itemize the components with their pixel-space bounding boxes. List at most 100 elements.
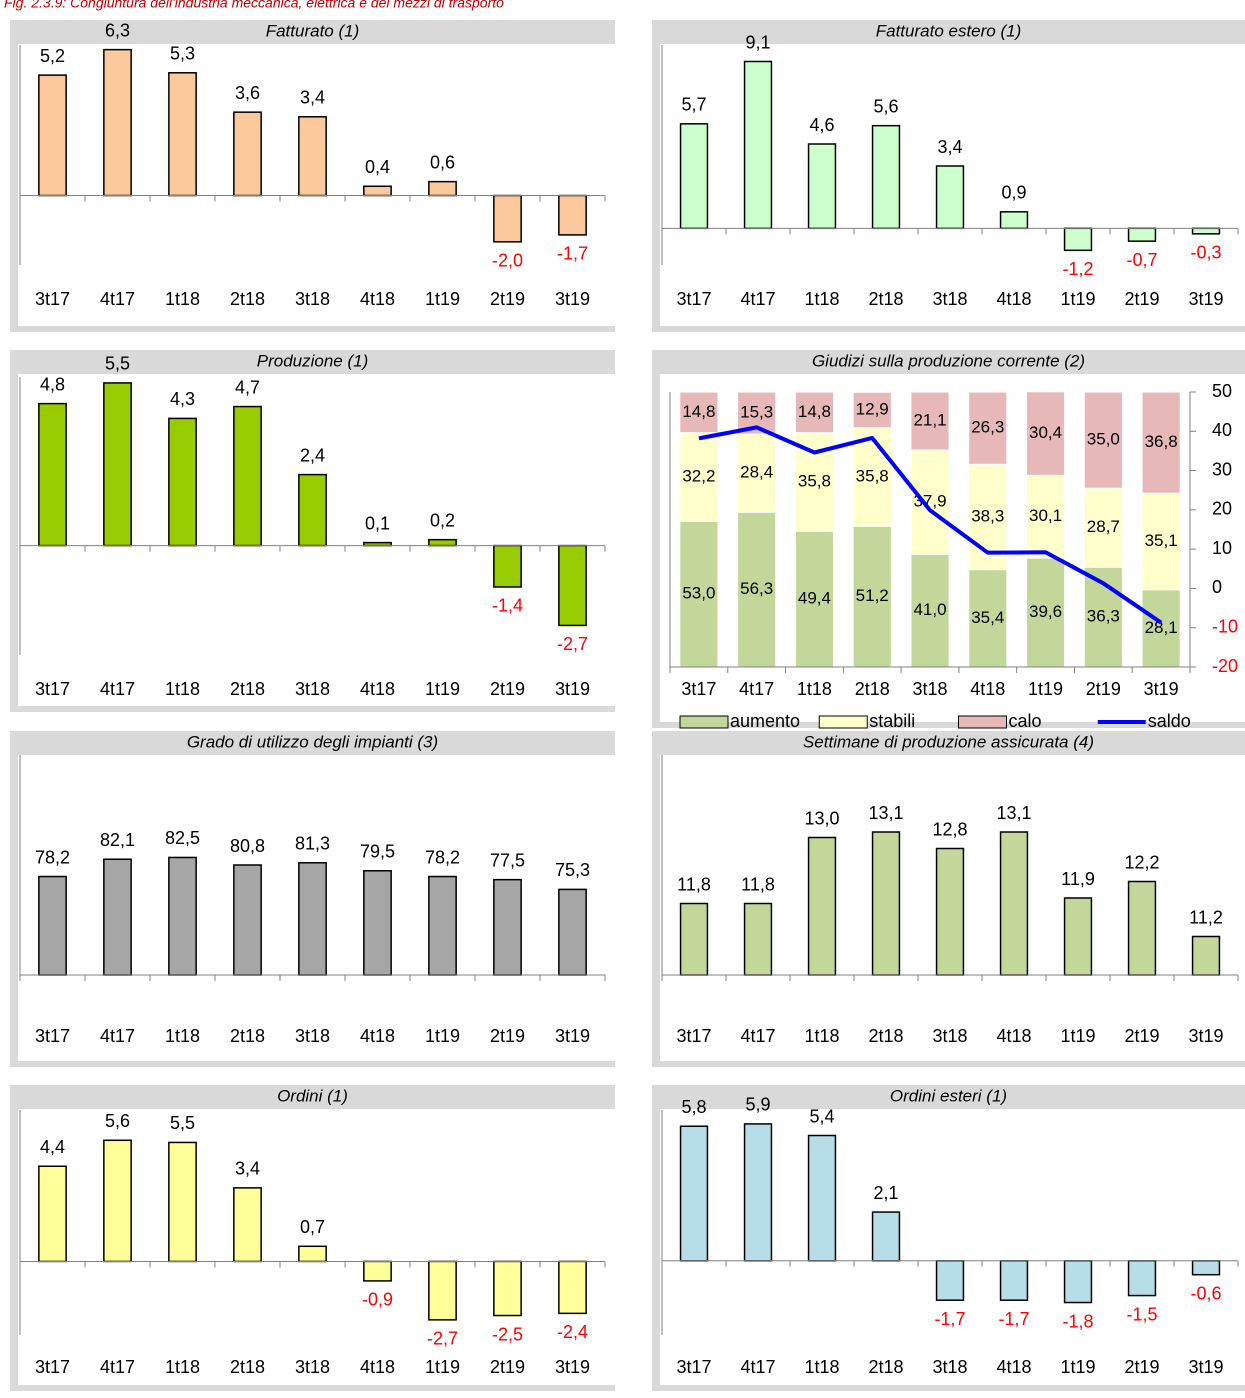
bar — [103, 858, 132, 976]
legend-label: aumento — [730, 711, 800, 731]
segment-label: 15,3 — [740, 403, 773, 422]
segment-label: 35,4 — [971, 608, 1004, 627]
bar — [935, 847, 965, 976]
value-label: -0,7 — [1126, 250, 1157, 270]
value-label: 5,4 — [809, 1106, 834, 1126]
bar — [168, 1141, 197, 1263]
value-label: 5,6 — [105, 1111, 130, 1131]
value-label: 4,7 — [235, 377, 260, 397]
stacked-segment — [1141, 589, 1181, 668]
value-label: 11,8 — [741, 874, 775, 894]
value-label: 3,4 — [235, 1159, 260, 1179]
value-label: 5,5 — [170, 1113, 195, 1133]
bar — [233, 1187, 262, 1263]
bar — [999, 831, 1029, 976]
bar — [1191, 935, 1221, 976]
value-label: 13,1 — [868, 803, 903, 823]
x-tick-label: 3t17 — [681, 679, 716, 699]
stacked-segment — [910, 449, 950, 555]
segment-label: 28,7 — [1087, 517, 1120, 536]
x-tick-label: 3t18 — [932, 1357, 967, 1377]
stacked-segment — [968, 391, 1008, 465]
x-tick-label: 1t19 — [1028, 679, 1063, 699]
x-tick-label: 3t19 — [1144, 679, 1179, 699]
x-tick-label: 3t19 — [1188, 1026, 1223, 1046]
x-tick-label: 4t18 — [970, 679, 1005, 699]
segment-label: 35,8 — [856, 466, 889, 485]
bar — [103, 382, 132, 547]
x-tick-label: 2t19 — [490, 1357, 525, 1377]
bar — [1127, 880, 1157, 976]
bar — [871, 1211, 901, 1262]
stacked-segment — [737, 511, 777, 668]
bar — [298, 473, 327, 547]
bar — [428, 875, 457, 976]
bar — [428, 538, 457, 547]
segment-label: 35,0 — [1087, 430, 1120, 449]
bar — [168, 856, 197, 976]
bar — [558, 1260, 587, 1315]
value-label: -0,6 — [1190, 1283, 1221, 1303]
value-label: -1,7 — [557, 244, 588, 264]
segment-label: 41,0 — [913, 600, 946, 619]
value-label: 78,2 — [35, 847, 70, 867]
value-label: -2,7 — [427, 1329, 458, 1349]
panel-title: Produzione (1) — [257, 351, 369, 370]
stacked-segment — [1083, 487, 1123, 568]
value-label: 4,8 — [40, 374, 65, 394]
value-label: 0,1 — [365, 513, 390, 533]
bar — [1063, 1260, 1093, 1304]
bar — [743, 60, 773, 230]
x-tick-label: 1t18 — [804, 289, 839, 309]
value-label: -2,5 — [492, 1324, 523, 1344]
x-tick-label: 3t19 — [1188, 289, 1223, 309]
x-tick-label: 4t18 — [360, 1357, 395, 1377]
x-tick-label: 3t18 — [932, 1026, 967, 1046]
x-tick-label: 1t19 — [425, 1357, 460, 1377]
x-tick-label: 2t18 — [230, 1026, 265, 1046]
bar — [38, 402, 67, 547]
legend-label: stabili — [869, 711, 915, 731]
x-tick-label: 4t17 — [100, 289, 135, 309]
value-label: 0,7 — [300, 1217, 325, 1237]
bar — [298, 1245, 327, 1263]
x-tick-label: 1t18 — [804, 1026, 839, 1046]
bar — [679, 123, 709, 230]
x-tick-label: 1t18 — [165, 1026, 200, 1046]
y2-tick-label: 20 — [1212, 499, 1232, 519]
value-label: -1,7 — [934, 1309, 965, 1329]
x-tick-label: 4t18 — [996, 289, 1031, 309]
value-label: 2,1 — [873, 1183, 898, 1203]
bar — [679, 902, 709, 976]
segment-label: 53,0 — [682, 584, 715, 603]
bar — [428, 1260, 457, 1321]
x-tick-label: 2t18 — [230, 1357, 265, 1377]
x-tick-label: 3t19 — [555, 289, 590, 309]
bar — [1127, 227, 1157, 242]
bar — [428, 180, 457, 197]
value-label: 3,4 — [300, 88, 325, 108]
segment-label: 28,1 — [1145, 618, 1178, 637]
panel-title: Ordini (1) — [277, 1086, 348, 1105]
value-label: 2,4 — [300, 445, 325, 465]
x-tick-label: 2t18 — [230, 679, 265, 699]
x-tick-label: 2t19 — [490, 289, 525, 309]
value-label: -1,5 — [1126, 1304, 1157, 1324]
x-tick-label: 4t18 — [996, 1357, 1031, 1377]
bar — [168, 417, 197, 547]
panel-title: Ordini esteri (1) — [890, 1086, 1007, 1105]
x-tick-label: 2t19 — [490, 679, 525, 699]
bar — [103, 48, 132, 197]
value-label: -1,4 — [492, 596, 523, 616]
value-label: 5,9 — [745, 1095, 770, 1115]
segment-label: 32,2 — [682, 466, 715, 485]
stacked-segment — [1141, 391, 1181, 494]
value-label: 82,1 — [100, 830, 135, 850]
value-label: 0,6 — [430, 152, 455, 172]
x-tick-label: 3t19 — [555, 1026, 590, 1046]
value-label: 6,3 — [105, 20, 130, 40]
value-label: 9,1 — [745, 32, 770, 52]
stacked-segment — [1025, 391, 1066, 476]
value-label: -2,0 — [492, 251, 523, 271]
